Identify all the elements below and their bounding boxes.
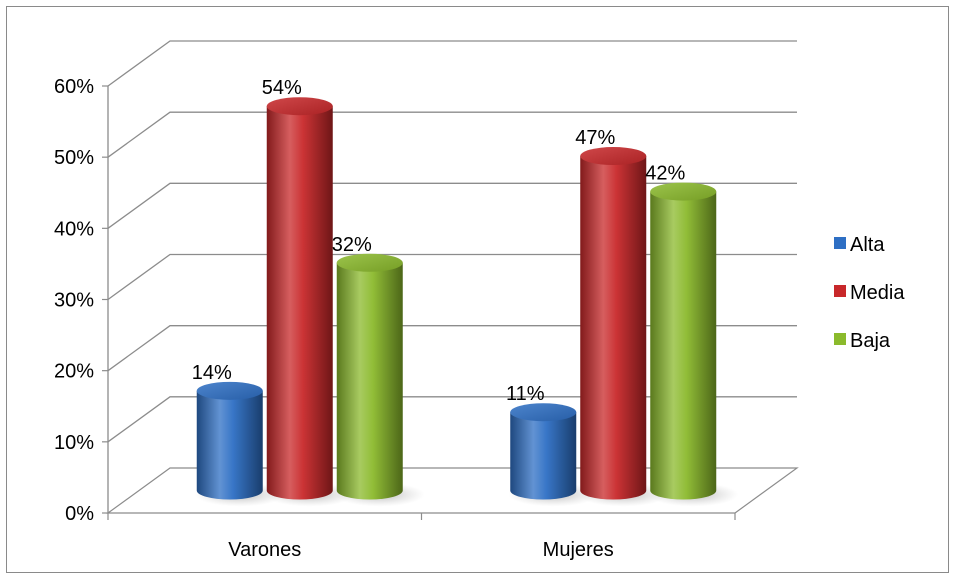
bar-top-cap: [580, 147, 647, 166]
data-label: 54%: [262, 77, 302, 99]
y-tick-label: 20%: [54, 361, 94, 383]
y-tick-label: 40%: [54, 218, 94, 240]
legend-swatch-media: [834, 285, 846, 297]
y-tick-label: 0%: [65, 503, 94, 525]
y-tick-label: 50%: [54, 147, 94, 169]
gridline: [107, 40, 797, 87]
bar-top-cap: [266, 97, 333, 116]
gridline: [107, 111, 797, 158]
data-labels: 14% 54% 32% 11% 47% 42%: [192, 77, 686, 405]
data-label: 11%: [506, 383, 545, 405]
bar-media-mujeres: [580, 156, 647, 500]
bar-top-cap: [510, 403, 577, 422]
legend-label-baja: Baja: [850, 330, 891, 352]
bar-media-varones: [266, 106, 333, 500]
bar-baja-varones: [336, 262, 403, 500]
axes: [102, 85, 736, 520]
bar-top-cap: [650, 182, 717, 201]
data-label: 32%: [332, 234, 372, 256]
y-tick-label: 10%: [54, 432, 94, 454]
y-tick-label: 60%: [54, 76, 94, 98]
legend-label-alta: Alta: [850, 234, 885, 256]
bar-alta-varones: [196, 390, 263, 500]
data-label: 14%: [192, 362, 232, 384]
legend-swatch-alta: [834, 237, 846, 249]
legend-label-media: Media: [850, 282, 905, 304]
y-axis-tick-labels: 0% 10% 20% 30% 40% 50% 60%: [54, 76, 94, 525]
x-tick-label: Varones: [228, 539, 301, 561]
y-tick-label: 30%: [54, 290, 94, 312]
legend-swatch-baja: [834, 333, 846, 345]
bars: [194, 97, 739, 507]
x-axis-tick-labels: Varones Mujeres: [228, 539, 614, 561]
bar-top-cap: [336, 253, 403, 272]
bar-baja-mujeres: [650, 191, 717, 500]
data-label: 47%: [575, 127, 615, 149]
x-tick-label: Mujeres: [543, 539, 614, 561]
bar-alta-mujeres: [510, 412, 577, 500]
bar-top-cap: [196, 381, 263, 400]
legend: Alta Media Baja: [834, 234, 905, 352]
data-label: 42%: [645, 163, 685, 185]
